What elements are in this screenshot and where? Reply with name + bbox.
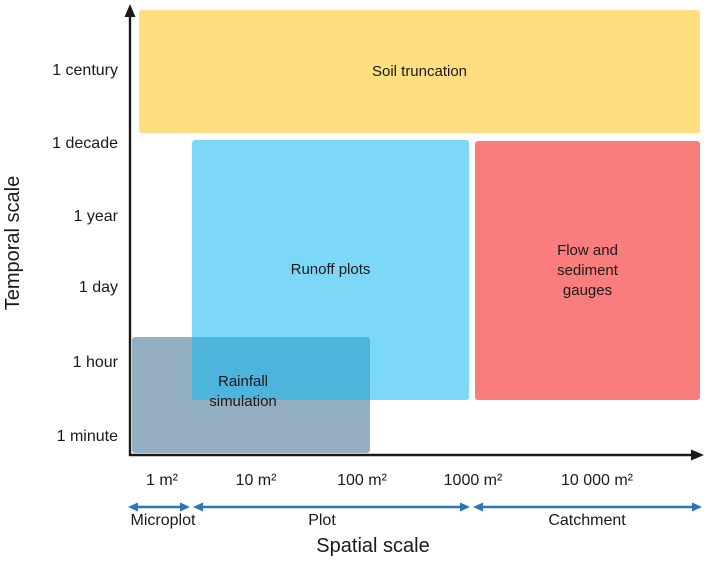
y-axis-arrowhead-icon [124, 4, 136, 17]
catchment-range-arrow [473, 502, 702, 512]
flow-gauges-line-2: sediment [557, 261, 618, 279]
group-label-catchment: Catchment [548, 512, 626, 529]
y-tick-1-year: 1 year [73, 208, 118, 225]
region-flow-sediment-gauges-label: Flow and sediment gauges [557, 241, 618, 301]
arrow-left-icon [193, 502, 203, 512]
x-tick-1000m2: 1000 m² [443, 472, 503, 489]
region-rainfall-simulation-label: Rainfall simulation [163, 372, 323, 412]
x-axis-arrowhead-icon [691, 449, 704, 461]
y-tick-1-day: 1 day [78, 279, 118, 296]
region-flow-sediment-gauges: Flow and sediment gauges [475, 141, 700, 400]
x-tick-100m2: 100 m² [337, 472, 387, 489]
group-label-microplot: Microplot [130, 512, 196, 529]
group-label-plot: Plot [308, 512, 336, 529]
x-axis-title: Spatial scale [316, 535, 430, 557]
arrow-right-icon [180, 502, 190, 512]
arrow-right-icon [460, 502, 470, 512]
region-soil-truncation: Soil truncation [139, 10, 700, 133]
y-tick-1-century: 1 century [52, 62, 118, 79]
arrow-left-icon [128, 502, 138, 512]
x-tick-1m2: 1 m² [146, 472, 178, 489]
arrow-left-icon [473, 502, 483, 512]
y-tick-1-hour: 1 hour [72, 354, 118, 371]
region-soil-truncation-label: Soil truncation [371, 62, 468, 80]
x-tick-10000m2: 10 000 m² [560, 472, 634, 489]
y-tick-1-decade: 1 decade [52, 135, 118, 152]
region-runoff-plots-label: Runoff plots [290, 261, 371, 278]
flow-gauges-line-3: gauges [562, 281, 613, 299]
region-runoff-plots: Runoff plots [192, 140, 469, 400]
rainfall-line-1: Rainfall [217, 373, 269, 390]
plot-range-arrow [193, 502, 470, 512]
arrow-right-icon [692, 502, 702, 512]
y-axis-title: Temporal scale [2, 175, 24, 311]
rainfall-line-2: simulation [209, 393, 277, 410]
flow-gauges-line-1: Flow and [557, 241, 618, 259]
x-tick-10m2: 10 m² [235, 472, 277, 489]
microplot-range-arrow [128, 502, 190, 512]
y-tick-1-minute: 1 minute [56, 428, 118, 445]
